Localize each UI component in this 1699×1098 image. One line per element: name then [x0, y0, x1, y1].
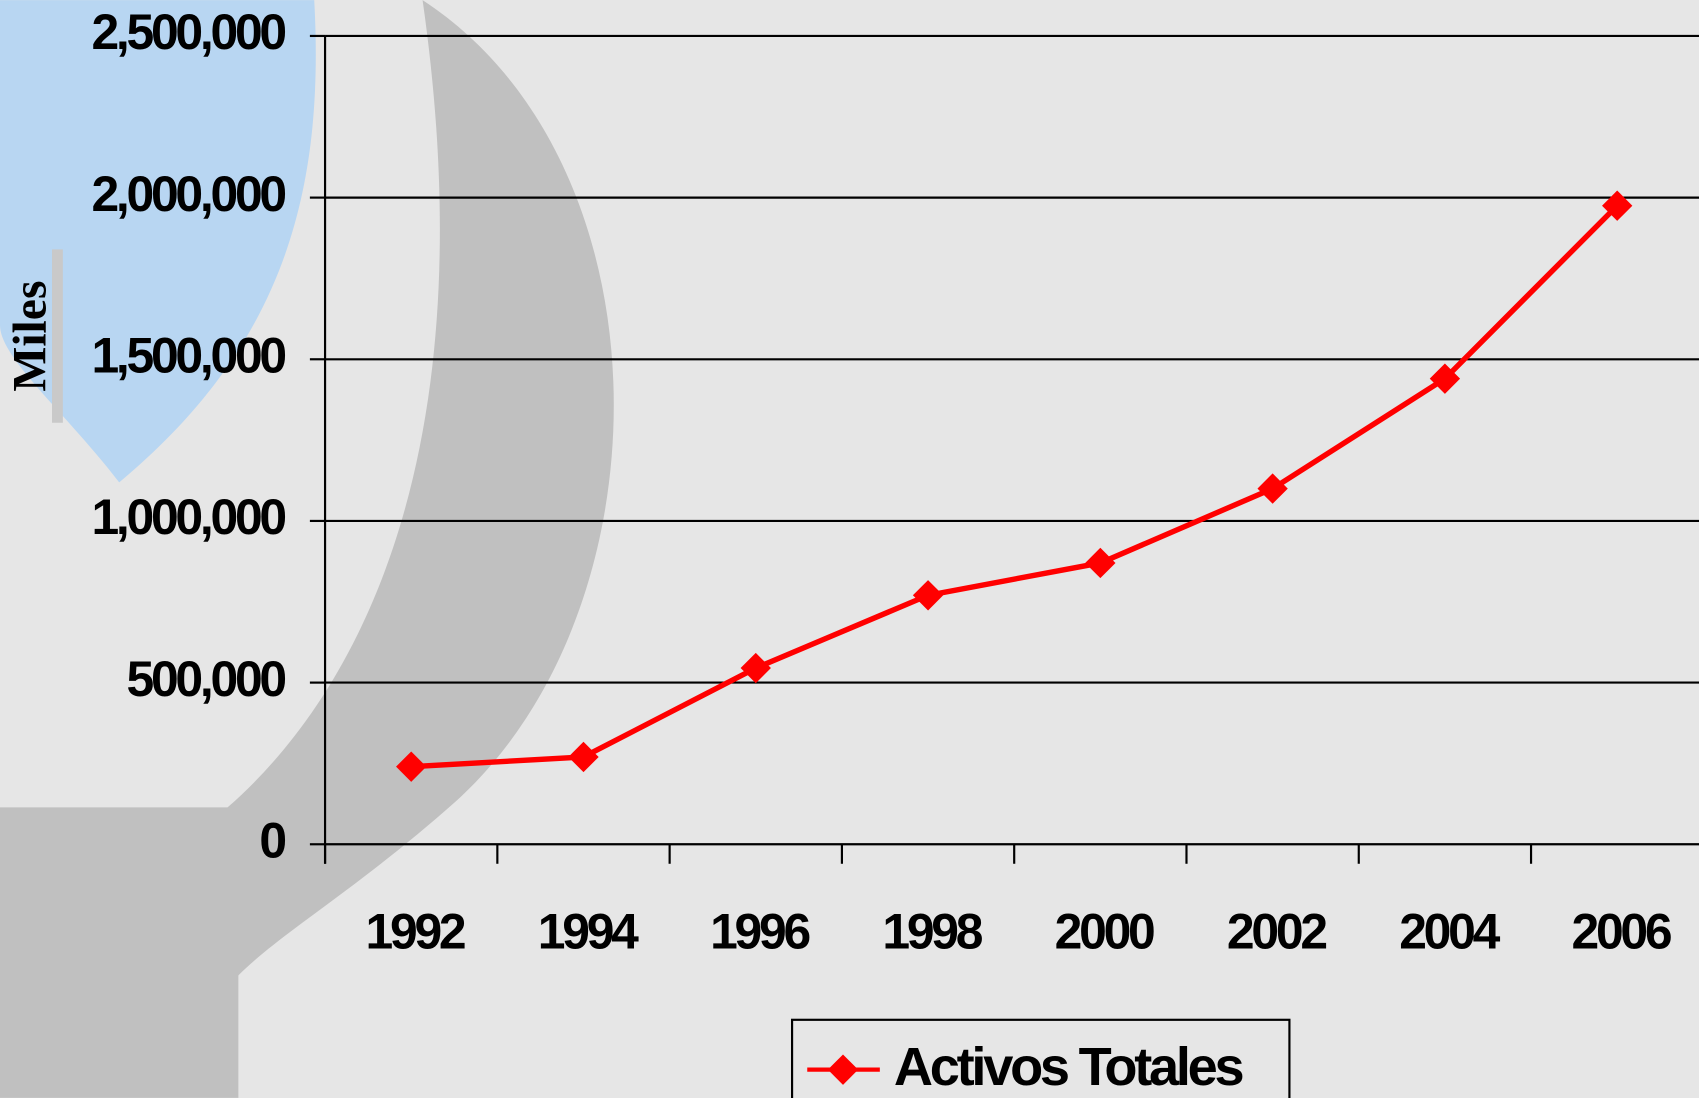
point-marker [740, 652, 771, 684]
background-shape [0, 0, 614, 1098]
x-tick-label: 1996 [710, 903, 809, 959]
x-tick-label: 2006 [1572, 903, 1671, 959]
y-tick-label: 2,500,000 [91, 4, 285, 60]
y-axis-label: Miles [5, 280, 57, 391]
point-marker [1257, 473, 1288, 504]
y-tick-label: 1,000,000 [91, 489, 285, 545]
legend-marker [827, 1054, 859, 1085]
x-tick-label: 2002 [1227, 903, 1326, 959]
y-tick-label: 2,000,000 [91, 166, 285, 222]
point-marker [1085, 547, 1116, 579]
point-marker [396, 751, 427, 782]
point-marker [1602, 190, 1633, 221]
x-tick-label: 2004 [1399, 903, 1500, 959]
x-tick-label: 1994 [538, 903, 639, 959]
background-shape [0, 0, 316, 483]
x-tick-label: 1998 [882, 903, 982, 959]
point-marker [568, 741, 599, 773]
point-marker [912, 580, 944, 611]
line [411, 203, 1620, 770]
y-tick-label: 0 [259, 812, 285, 868]
x-tick-label: 2000 [1055, 903, 1154, 959]
plot: 0 500,000 1,000,000 1,500,000 2,000,000 2,500… [91, 4, 1699, 959]
label-mask [52, 249, 63, 423]
legend-box [790, 1018, 1291, 1098]
legend-label: Activos Totales [894, 1037, 1243, 1097]
y-tick-label: 500,000 [127, 651, 286, 707]
x-tick-label: 1992 [366, 903, 465, 959]
y-tick-label: 1,500,000 [91, 327, 285, 383]
